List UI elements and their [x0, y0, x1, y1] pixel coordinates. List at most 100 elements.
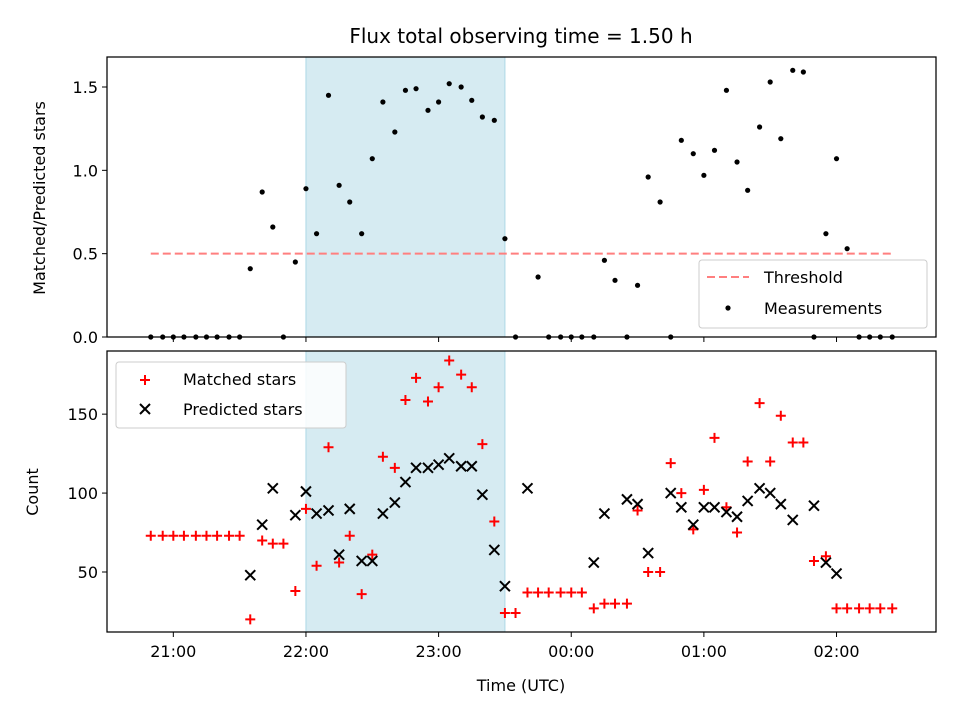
measurement-point [800, 69, 806, 75]
measurement-point [734, 159, 740, 165]
measurement-point [446, 81, 452, 87]
predicted-star-point [708, 501, 721, 513]
predicted-star-point [422, 462, 434, 474]
measurement-point [690, 151, 696, 157]
matched-star-point [411, 372, 422, 383]
measurement-point [392, 129, 398, 135]
matched-star-point [655, 567, 666, 578]
matched-star-point [323, 442, 334, 453]
matched-star-point [290, 585, 301, 596]
measurement-point [359, 231, 365, 237]
matched-star-point [621, 598, 632, 609]
measurement-point [645, 174, 651, 180]
measurement-point [436, 99, 442, 105]
predicted-star-point [642, 547, 654, 559]
predicted-star-point [775, 498, 787, 510]
matched-star-point [610, 598, 621, 609]
matched-star-point [334, 557, 345, 568]
bottom-y-axis-label: Count [23, 468, 42, 516]
measurement-point [711, 147, 718, 153]
legend-matched-label: Matched stars [183, 370, 296, 389]
predicted-star-point [521, 482, 534, 495]
predicted-star-point [355, 555, 368, 567]
matched-star-point [456, 369, 467, 380]
measurement-point [756, 124, 763, 130]
measurement-point [634, 282, 641, 288]
measurement-point [247, 266, 253, 272]
matched-star-point [775, 410, 786, 421]
predicted-star-point [598, 507, 611, 520]
predicted-star-point [322, 504, 335, 517]
predicted-star-point [787, 514, 799, 526]
matched-star-point [765, 456, 776, 467]
measurement-point [778, 136, 784, 142]
bottom-ytick-label: 150 [67, 405, 98, 424]
matched-star-point [709, 432, 720, 443]
top-ytick-label: 0.0 [73, 328, 98, 347]
matched-star-point [676, 488, 687, 499]
top-panel: 0.0 0.5 1.0 1.5 Matched/Predicted stars Thr… [30, 56, 937, 347]
matched-star-point [533, 587, 544, 598]
matched-star-point [732, 527, 743, 538]
predicted-star-point [300, 485, 312, 498]
matched-star-point [831, 603, 842, 614]
x-axis-label: Time (UTC) [476, 676, 565, 695]
matched-star-point [754, 398, 765, 409]
predicted-star-point [455, 460, 467, 472]
matched-star-point [798, 437, 809, 448]
chart-title: Flux total observing time = 1.50 h [349, 24, 692, 48]
matched-star-point [145, 530, 156, 541]
observing-window-shade-top [305, 56, 506, 338]
bottom-xtick-label: 22:00 [283, 642, 329, 661]
matched-star-point [157, 530, 168, 541]
matched-star-point [489, 516, 500, 527]
predicted-star-point [410, 462, 422, 474]
predicted-star-point [443, 452, 455, 465]
matched-star-point [300, 503, 311, 514]
measurement-point [678, 137, 684, 143]
predicted-star-point [820, 556, 832, 569]
measurement-point [479, 114, 485, 120]
measurement-point [723, 87, 730, 93]
matched-star-point [278, 538, 289, 549]
matched-star-point [522, 587, 533, 598]
matched-star-point [190, 530, 201, 541]
matched-star-point [543, 587, 554, 598]
bottom-ytick-label: 50 [78, 563, 98, 582]
matched-star-point [356, 589, 367, 600]
bottom-xtick-label: 23:00 [416, 642, 462, 661]
matched-star-point [643, 567, 654, 578]
top-legend: Threshold Measurements [698, 259, 928, 329]
predicted-star-point [588, 556, 600, 569]
predicted-star-point [499, 580, 511, 592]
measurement-point [612, 277, 618, 283]
measurement-point [259, 189, 265, 195]
measurement-point [325, 92, 332, 98]
predicted-star-point [808, 500, 820, 512]
matched-star-point [367, 549, 378, 560]
matched-star-point [212, 530, 223, 541]
bottom-panel: 50 100 150 21:00 22:00 23:00 00:00 01:00 02:00 C… [23, 350, 937, 695]
matched-star-point [555, 587, 566, 598]
matched-star-point [665, 458, 676, 469]
matched-star-point [257, 535, 268, 546]
matched-star-point [168, 530, 179, 541]
matched-star-point [245, 614, 256, 625]
legend-measurements-swatch [725, 305, 731, 311]
measurement-point [823, 231, 829, 237]
matched-star-point [224, 530, 235, 541]
measurement-point [601, 257, 608, 263]
predicted-star-point [289, 509, 302, 521]
matched-star-point [566, 587, 577, 598]
matched-star-point [854, 603, 865, 614]
top-y-axis-label: Matched/Predicted stars [30, 101, 49, 295]
measurement-point [844, 246, 850, 252]
predicted-star-point [621, 493, 633, 506]
legend-box [698, 259, 928, 329]
matched-star-point [433, 382, 444, 393]
measurement-point [292, 259, 298, 265]
measurement-point [790, 67, 796, 73]
top-plot-frame [106, 56, 937, 338]
matched-star-point [808, 555, 819, 566]
